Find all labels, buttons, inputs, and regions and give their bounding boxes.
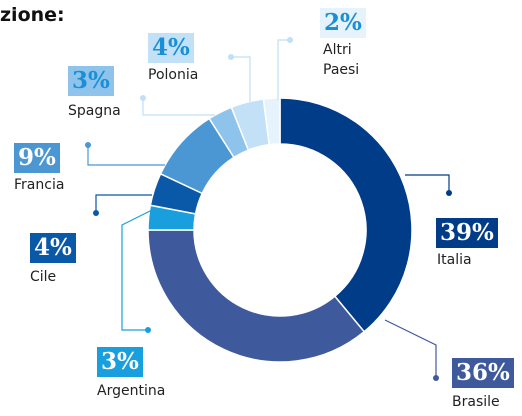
leader-dot (228, 54, 234, 60)
category-label: Francia (14, 177, 65, 193)
leader-dot (145, 327, 151, 333)
category-label: Cile (30, 269, 57, 285)
donut-segment (262, 97, 281, 146)
category-label: Brasile (452, 394, 500, 410)
leader-line (121, 209, 153, 331)
value-label: 39% (436, 218, 498, 248)
leader-line (277, 39, 290, 100)
value-label: 3% (97, 347, 143, 377)
leader-dot (287, 37, 293, 43)
value-label: 3% (68, 66, 114, 96)
category-label: Italia (437, 252, 472, 268)
leader-line (142, 98, 215, 116)
value-label: 9% (14, 143, 60, 173)
value-label: 4% (30, 233, 76, 263)
leader-line (405, 174, 450, 193)
category-label: Altri Paesi (323, 42, 360, 78)
leader-line (231, 56, 251, 102)
chart-title: zione: (0, 4, 65, 26)
leader-dot (446, 190, 452, 196)
leader-line (87, 145, 165, 166)
value-label: 36% (452, 358, 514, 388)
leader-dot (93, 210, 99, 216)
leader-dot (433, 375, 439, 381)
donut-segment (279, 97, 413, 333)
category-label: Spagna (68, 103, 121, 119)
value-label: 4% (148, 33, 194, 63)
value-label: 2% (320, 8, 366, 38)
category-label: Argentina (97, 383, 166, 399)
leader-dot (85, 142, 91, 148)
leader-line (95, 194, 152, 213)
leader-line (384, 319, 437, 378)
donut-segment (147, 229, 366, 363)
leader-dot (140, 95, 146, 101)
category-label: Polonia (148, 67, 199, 83)
